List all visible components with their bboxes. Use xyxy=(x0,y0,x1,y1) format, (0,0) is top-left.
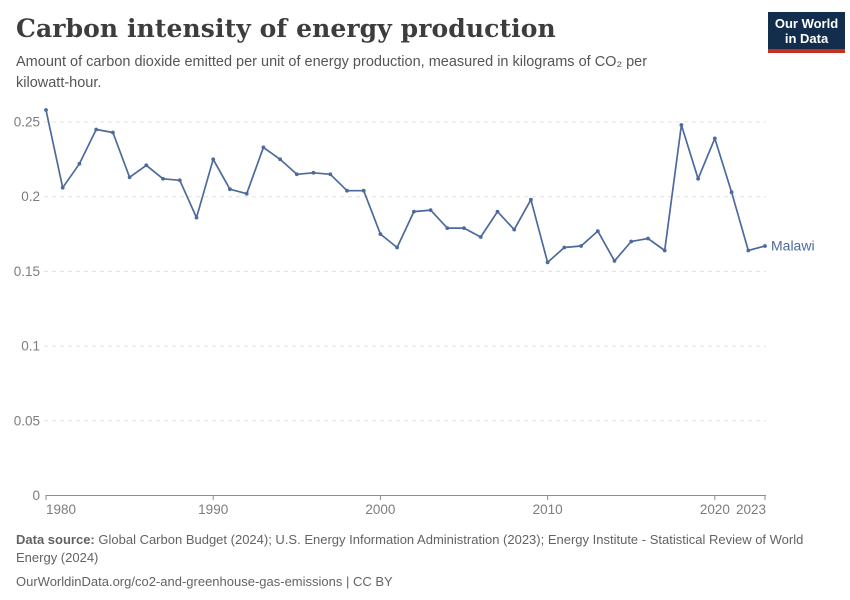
data-point[interactable] xyxy=(361,188,366,193)
owid-logo-line1: Our World xyxy=(774,16,839,31)
data-source-text: Global Carbon Budget (2024); U.S. Energy… xyxy=(16,532,804,566)
x-tick-label: 2023 xyxy=(736,502,766,517)
data-point[interactable] xyxy=(244,191,249,196)
data-point[interactable] xyxy=(696,176,700,181)
owid-logo[interactable]: Our World in Data xyxy=(768,12,845,53)
data-point[interactable] xyxy=(294,172,299,177)
data-point[interactable] xyxy=(211,157,216,162)
data-point[interactable] xyxy=(395,245,399,250)
data-point[interactable] xyxy=(462,226,466,231)
series-line-malawi[interactable] xyxy=(45,109,766,264)
data-point[interactable] xyxy=(311,170,316,175)
page-title: Carbon intensity of energy production xyxy=(16,14,556,43)
data-point[interactable] xyxy=(261,145,266,150)
data-point[interactable] xyxy=(77,161,82,166)
y-tick-label: 0.25 xyxy=(14,115,40,130)
data-point[interactable] xyxy=(595,229,600,234)
data-point[interactable] xyxy=(529,197,533,202)
data-point[interactable] xyxy=(562,245,567,250)
data-point[interactable] xyxy=(127,175,132,180)
x-tick-label: 2000 xyxy=(365,502,395,517)
data-point[interactable] xyxy=(612,259,617,263)
owid-logo-line2: in Data xyxy=(784,31,829,46)
data-source-label: Data source: xyxy=(16,532,95,547)
chart-footer: Data source: Global Carbon Budget (2024)… xyxy=(16,531,830,591)
data-point[interactable] xyxy=(161,176,165,181)
series-end-label[interactable]: Malawi xyxy=(771,238,815,254)
y-tick-label: 0 xyxy=(32,488,40,503)
y-tick-label: 0.15 xyxy=(14,264,40,279)
y-tick-label: 0.05 xyxy=(14,413,40,428)
data-point[interactable] xyxy=(646,236,650,241)
data-point[interactable] xyxy=(228,187,232,192)
owid-logo-text: Our World in Data xyxy=(768,12,845,49)
data-point[interactable] xyxy=(111,130,115,135)
data-point[interactable] xyxy=(729,190,734,195)
data-point[interactable] xyxy=(445,226,450,231)
data-point[interactable] xyxy=(478,235,483,239)
data-point[interactable] xyxy=(177,178,182,183)
data-point[interactable] xyxy=(44,108,48,112)
data-point[interactable] xyxy=(662,248,667,253)
data-point[interactable] xyxy=(545,260,550,265)
chart-subtitle: Amount of carbon dioxide emitted per uni… xyxy=(16,54,648,91)
data-point[interactable] xyxy=(278,157,282,162)
data-point[interactable] xyxy=(60,185,65,190)
data-point[interactable] xyxy=(679,123,684,127)
data-point[interactable] xyxy=(763,244,767,248)
data-point[interactable] xyxy=(428,208,433,213)
data-point[interactable] xyxy=(144,163,149,168)
x-tick-label: 2020 xyxy=(700,502,730,517)
data-point[interactable] xyxy=(345,188,349,193)
data-point[interactable] xyxy=(328,172,333,177)
x-tick-label: 1980 xyxy=(46,502,76,517)
data-point[interactable] xyxy=(579,244,583,248)
data-point[interactable] xyxy=(512,227,517,232)
y-tick-label: 0.1 xyxy=(21,339,40,354)
citation-line[interactable]: OurWorldinData.org/co2-and-greenhouse-ga… xyxy=(16,573,393,589)
data-point[interactable] xyxy=(629,239,634,244)
data-point[interactable] xyxy=(378,232,383,237)
data-point[interactable] xyxy=(495,209,500,214)
x-tick-label: 2010 xyxy=(533,502,563,517)
data-point[interactable] xyxy=(94,127,99,132)
data-point[interactable] xyxy=(746,248,751,253)
x-tick-label: 1990 xyxy=(198,502,228,517)
owid-logo-red-bar xyxy=(768,49,845,53)
data-point[interactable] xyxy=(712,136,717,141)
y-tick-label: 0.2 xyxy=(21,189,40,204)
data-point[interactable] xyxy=(412,209,416,214)
data-source-line: Data source: Global Carbon Budget (2024)… xyxy=(16,531,830,568)
data-point[interactable] xyxy=(194,215,199,220)
